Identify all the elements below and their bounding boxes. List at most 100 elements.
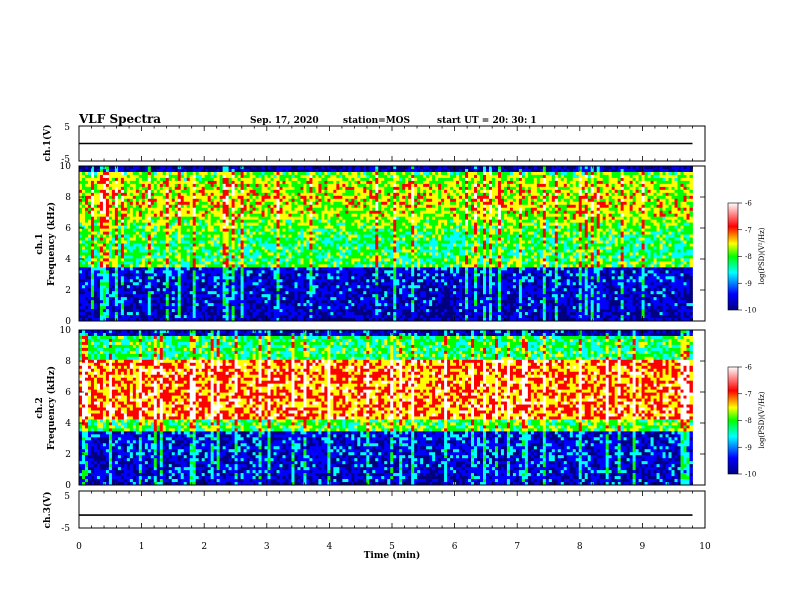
spectrogram-cell <box>129 166 134 170</box>
spectrogram-cell <box>324 210 328 215</box>
spectrogram-cell <box>117 261 122 265</box>
spectrogram-cell <box>300 243 304 247</box>
spectrogram-cell <box>189 168 194 173</box>
spectrogram-cell <box>84 264 89 268</box>
spectrogram-cell <box>240 192 244 197</box>
spectrogram-cell <box>348 276 352 280</box>
spectrogram-cell <box>102 270 107 274</box>
spectrogram-cell <box>339 306 343 310</box>
spectrogram-cell <box>327 183 331 188</box>
spectrogram-cell <box>141 237 146 241</box>
spectrogram-cell <box>297 231 301 235</box>
spectrogram-cell <box>102 312 107 316</box>
spectrogram-cell <box>204 189 209 194</box>
spectrogram-cell <box>153 258 158 262</box>
spectrogram-cell <box>159 318 164 321</box>
spectrogram-cell <box>126 166 131 170</box>
spectrogram-cell <box>84 166 89 170</box>
spectrogram-cell <box>90 312 95 316</box>
spectrogram-cell <box>345 183 349 188</box>
spectrogram-cell <box>222 315 227 319</box>
spectrogram-cell <box>225 270 230 274</box>
spectrogram-cell <box>132 255 137 259</box>
spectrogram-cell <box>300 303 304 307</box>
spectrogram-cell <box>222 255 227 259</box>
spectrogram-cell <box>186 189 191 194</box>
spectrogram-cell <box>123 186 128 191</box>
spectrogram-cell <box>270 291 274 295</box>
spectrogram-cell <box>249 264 253 268</box>
spectrogram-cell <box>240 261 244 265</box>
spectrogram-cell <box>96 270 101 274</box>
spectrogram-cell <box>282 267 286 271</box>
spectrogram-cell <box>228 282 233 286</box>
spectrogram-cell <box>111 291 116 295</box>
spectrogram-cell <box>150 315 155 319</box>
spectrogram-cell <box>204 222 209 227</box>
spectrogram-cell <box>195 186 200 191</box>
spectrogram-cell <box>324 207 328 212</box>
spectrogram-cell <box>285 198 289 203</box>
spectrogram-cell <box>294 189 298 194</box>
spectrogram-cell <box>282 258 286 262</box>
spectrogram-cell <box>291 213 295 218</box>
spectrogram-cell <box>342 234 346 238</box>
spectrogram-cell <box>141 285 146 289</box>
spectrogram-cell <box>186 234 191 238</box>
spectrogram-cell <box>165 201 170 206</box>
spectrogram-cell <box>117 231 122 235</box>
spectrogram-cell <box>231 309 236 313</box>
spectrogram-cell <box>108 177 113 182</box>
spectrogram-cell <box>351 261 355 265</box>
spectrogram-cell <box>258 297 262 301</box>
spectrogram-cell <box>204 261 209 265</box>
spectrogram-cell <box>108 189 113 194</box>
spectrogram-cell <box>141 249 146 253</box>
spectrogram-cell <box>261 171 265 176</box>
spectrogram-cell <box>210 234 215 238</box>
spectrogram-cell <box>123 306 128 310</box>
spectrogram-cell <box>138 207 143 212</box>
spectrogram-cell <box>198 312 203 316</box>
spectrogram-cell <box>111 174 116 179</box>
spectrogram-cell <box>261 252 265 256</box>
spectrogram-cell <box>297 309 301 313</box>
spectrogram-cell <box>189 315 194 319</box>
spectrogram-cell <box>345 240 349 244</box>
spectrogram-cell <box>123 240 128 244</box>
spectrogram-cell <box>267 270 271 274</box>
spectrogram-cell <box>252 294 256 298</box>
spectrogram-cell <box>114 180 119 185</box>
spectrogram-cell <box>84 240 89 244</box>
spectrogram-cell <box>243 174 247 179</box>
spectrogram-cell <box>300 270 304 274</box>
spectrogram-cell <box>330 261 334 265</box>
spectrogram-cell <box>111 189 116 194</box>
spectrogram-cell <box>174 255 179 259</box>
spectrogram-cell <box>252 186 256 191</box>
spectrogram-cell <box>333 174 337 179</box>
spectrogram-cell <box>351 216 355 221</box>
spectrogram-cell <box>312 312 316 316</box>
spectrogram-cell <box>183 189 188 194</box>
spectrogram-cell <box>204 231 209 235</box>
spectrogram-cell <box>192 258 197 262</box>
spectrogram-cell <box>117 249 122 253</box>
spectrogram-cell <box>318 291 322 295</box>
spectrogram-cell <box>135 207 140 212</box>
spectrogram-cell <box>99 252 104 256</box>
spectrogram-cell <box>189 180 194 185</box>
spectrogram-cell <box>213 195 218 200</box>
spectrogram-cell <box>330 228 334 232</box>
spectrogram-cell <box>174 267 179 271</box>
spectrogram-cell <box>150 246 155 250</box>
spectrogram-cell <box>198 213 203 218</box>
spectrogram-cell <box>183 270 188 274</box>
spectrogram-cell <box>126 258 131 262</box>
spectrogram-cell <box>321 201 325 206</box>
spectrogram-cell <box>147 183 152 188</box>
spectrogram-cell <box>123 270 128 274</box>
spectrogram-cell <box>165 318 170 321</box>
spectrogram-cell <box>336 201 340 206</box>
spectrogram-cell <box>285 168 289 173</box>
